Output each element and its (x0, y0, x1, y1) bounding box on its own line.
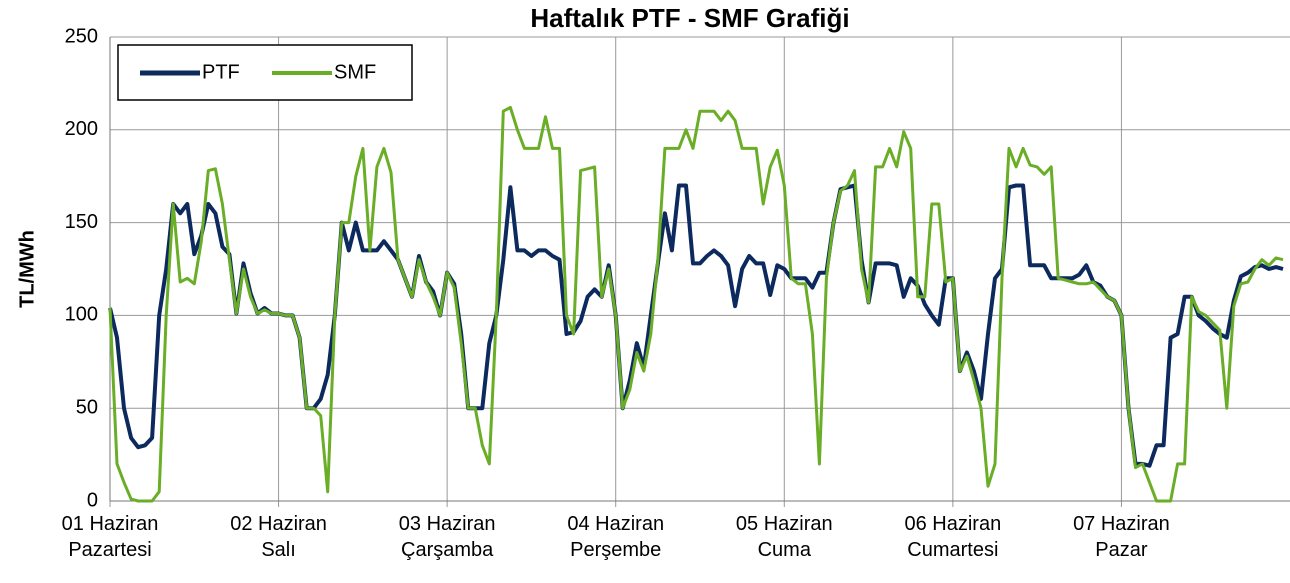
y-tick-label: 150 (65, 211, 98, 233)
y-tick-label: 250 (65, 25, 98, 47)
y-tick-label: 0 (87, 489, 98, 511)
legend-label: PTF (202, 61, 240, 83)
x-tick-label: 02 Haziran Salı (230, 513, 327, 561)
x-tick-label: 04 Haziran Perşembe (567, 513, 664, 561)
y-tick-label: 50 (76, 396, 98, 418)
y-tick-label: 100 (65, 304, 98, 326)
x-tick-label: 06 Haziran Cumartesi (904, 513, 1001, 561)
series-line (108, 106, 1284, 503)
x-tick-label: 03 Haziran Çarşamba (399, 513, 496, 561)
y-axis-label: TL/MWh (16, 230, 38, 308)
chart-title: Haftalık PTF - SMF Grafiği (530, 3, 849, 33)
y-tick-label: 200 (65, 118, 98, 140)
x-tick-label: 05 Haziran Cuma (736, 513, 833, 561)
x-tick-label: 01 Haziran Pazartesi (62, 513, 159, 561)
legend-label: SMF (334, 61, 376, 83)
series-line (108, 183, 1284, 468)
x-tick-label: 07 Haziran Pazar (1073, 513, 1170, 561)
